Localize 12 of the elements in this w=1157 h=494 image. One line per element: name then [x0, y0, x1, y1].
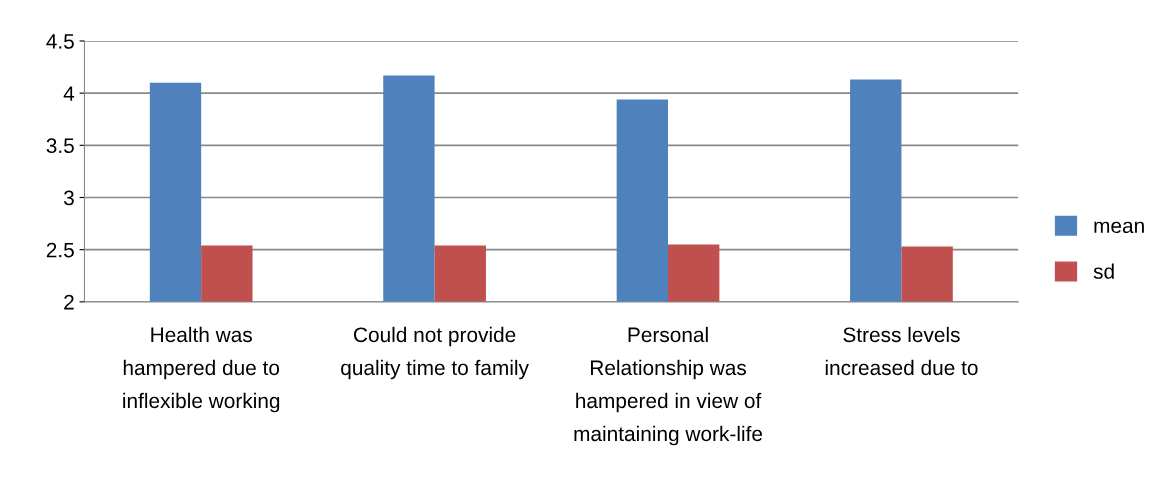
- y-tick-label: 4: [63, 86, 75, 101]
- y-tick-label: 3.5: [46, 138, 74, 154]
- x-tick-label: Personal Relationship was hampered in view of maintaining work-life: [574, 326, 763, 446]
- x-tick-label: Stress levels increased due to: [825, 326, 978, 376]
- legend-label: mean: [1094, 221, 1144, 234]
- x-tick-label: Health was hampered due to inflexible working: [123, 326, 280, 413]
- y-tick-label: 3: [63, 190, 74, 206]
- y-tick-label: 2.5: [46, 242, 74, 258]
- y-tick-label: 2: [64, 294, 74, 310]
- y-tick-label: 4.5: [46, 34, 74, 49]
- legend-label: sd: [1093, 263, 1114, 279]
- x-tick-label: Could not provide quality time to family: [341, 326, 529, 380]
